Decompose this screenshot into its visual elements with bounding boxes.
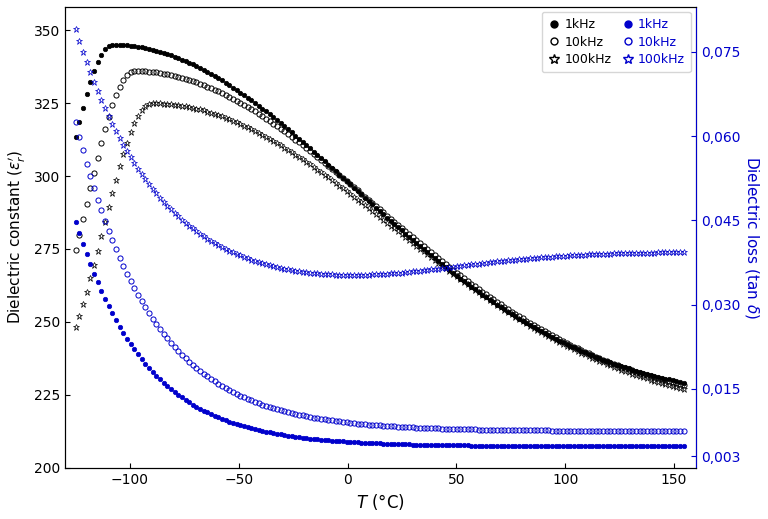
Y-axis label: Dielectric constant ($\varepsilon_r^{\prime}$): Dielectric constant ($\varepsilon_r^{\pr…	[7, 151, 28, 324]
Legend: 1kHz, 10kHz, 100kHz, 1kHz, 10kHz, 100kHz: 1kHz, 10kHz, 100kHz, 1kHz, 10kHz, 100kHz	[542, 12, 691, 72]
Y-axis label: Dielectric loss (tan $\delta$): Dielectric loss (tan $\delta$)	[743, 156, 761, 319]
X-axis label: $T$ (°C): $T$ (°C)	[356, 492, 405, 512]
